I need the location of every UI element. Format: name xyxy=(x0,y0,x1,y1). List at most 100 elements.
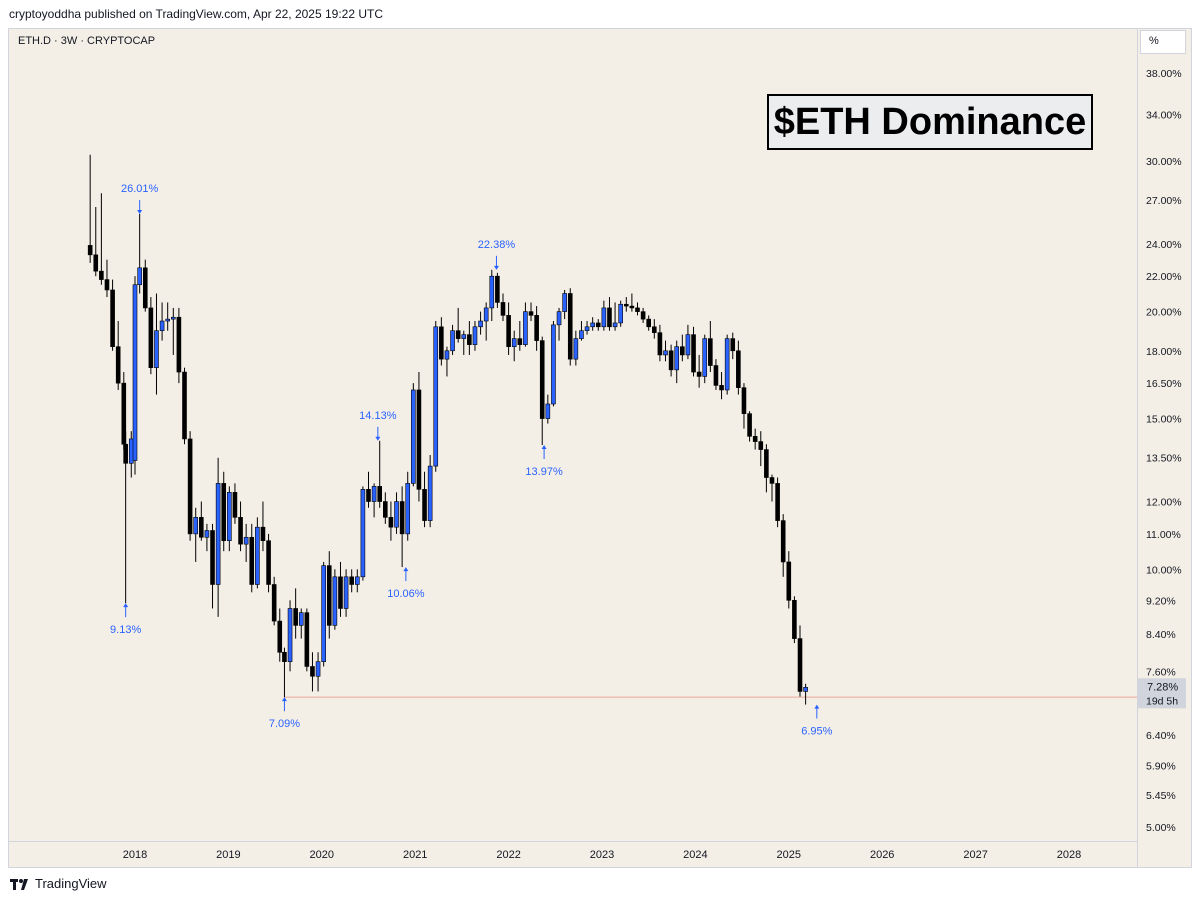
chart-title: $ETH Dominance xyxy=(767,94,1093,150)
current-price-box xyxy=(1138,678,1186,709)
annotation-label: 7.09% xyxy=(269,718,300,730)
candle-down xyxy=(99,270,104,280)
candle-down xyxy=(539,340,545,419)
candle-down xyxy=(752,436,758,442)
candle-down xyxy=(439,326,444,360)
candle-down xyxy=(534,315,539,341)
annotation-arrow xyxy=(403,567,409,572)
candle-down xyxy=(326,565,332,626)
candle-down xyxy=(266,540,271,585)
y-tick-label: 6.40% xyxy=(1146,730,1176,742)
y-tick-label: 5.90% xyxy=(1146,760,1176,772)
candle-down xyxy=(495,275,500,303)
candle-up xyxy=(204,530,210,538)
candle-up xyxy=(394,501,399,528)
symbol-legend[interactable]: ETH.D · 3W · CRYPTOCAP xyxy=(18,35,156,47)
chart-pane[interactable] xyxy=(8,28,1192,868)
candle-down xyxy=(277,620,283,653)
candle-down xyxy=(769,477,775,484)
publication-line: cryptoyoddha published on TradingView.co… xyxy=(9,7,384,21)
x-tick-label: 2025 xyxy=(777,849,801,861)
candle-up xyxy=(444,350,450,360)
scale-unit-box[interactable]: % xyxy=(1140,30,1186,54)
candle-up xyxy=(332,576,338,626)
annotation-arrow xyxy=(814,704,820,709)
y-tick-label: 5.45% xyxy=(1146,790,1176,802)
candle-up xyxy=(612,322,618,328)
footer-branding[interactable]: TradingView xyxy=(10,876,107,891)
candle-up xyxy=(674,346,680,371)
candle-down xyxy=(388,517,394,528)
candle-down xyxy=(786,561,792,601)
candle-up xyxy=(321,565,326,662)
candle-up xyxy=(584,326,590,331)
candle-down xyxy=(517,338,523,345)
candle-down xyxy=(115,346,121,384)
annotation-label: 6.95% xyxy=(801,726,832,738)
candle-down xyxy=(282,651,287,662)
candle-down xyxy=(377,486,383,502)
candle-down xyxy=(293,608,298,626)
candle-down xyxy=(595,322,601,328)
candle-up xyxy=(483,307,489,322)
y-tick-label: 27.00% xyxy=(1146,195,1182,207)
current-price-label: 7.28% xyxy=(1147,681,1178,693)
candle-down xyxy=(646,318,652,328)
candle-down xyxy=(93,254,99,272)
y-tick-label: 15.00% xyxy=(1146,414,1182,426)
y-tick-label: 9.20% xyxy=(1146,595,1176,607)
candle-up xyxy=(511,338,517,347)
x-tick-label: 2027 xyxy=(963,849,987,861)
candle-down xyxy=(607,307,612,328)
candle-up xyxy=(685,334,691,356)
annotation-label: 14.13% xyxy=(359,410,397,422)
candle-down xyxy=(399,501,405,535)
candle-up xyxy=(724,338,730,391)
candle-down xyxy=(668,350,674,371)
annotation-arrow xyxy=(541,445,547,450)
candle-down xyxy=(199,517,204,538)
candle-up xyxy=(411,389,416,484)
candle-up xyxy=(154,330,159,368)
y-tick-label: 24.00% xyxy=(1146,239,1182,251)
candle-down xyxy=(104,279,110,291)
y-tick-label: 13.50% xyxy=(1146,453,1182,465)
candle-down xyxy=(719,385,724,391)
candle-up xyxy=(170,316,176,320)
countdown-label: 19d 5h xyxy=(1146,695,1178,707)
candle-up xyxy=(545,403,551,419)
candle-down xyxy=(708,338,713,366)
candle-down xyxy=(366,489,371,502)
candle-up xyxy=(298,612,304,626)
y-tick-label: 12.00% xyxy=(1146,497,1182,509)
candle-down xyxy=(338,576,343,609)
candle-down xyxy=(304,612,310,667)
candle-down xyxy=(271,584,277,622)
candle-up xyxy=(227,492,232,541)
x-tick-label: 2024 xyxy=(683,849,707,861)
candle-up xyxy=(601,307,607,328)
candle-down xyxy=(210,530,215,585)
candle-up xyxy=(618,303,623,324)
candle-up xyxy=(427,465,433,521)
candle-up xyxy=(287,608,293,662)
candle-down xyxy=(680,346,685,356)
annotation-arrow xyxy=(123,603,129,608)
candle-up xyxy=(573,338,579,360)
candle-up xyxy=(128,438,134,464)
candle-up xyxy=(255,526,260,585)
y-tick-label: 20.00% xyxy=(1146,307,1182,319)
candle-down xyxy=(775,483,780,521)
candle-down xyxy=(730,338,736,352)
x-tick-label: 2022 xyxy=(496,849,520,861)
candle-down xyxy=(148,307,154,368)
x-tick-label: 2021 xyxy=(403,849,427,861)
candle-up xyxy=(478,320,483,328)
candle-down xyxy=(142,267,148,309)
y-tick-label: 11.00% xyxy=(1146,529,1181,541)
annotation-label: 13.97% xyxy=(525,466,563,478)
candle-down xyxy=(657,332,663,356)
y-tick-label: 10.00% xyxy=(1146,564,1182,576)
candle-up xyxy=(215,483,221,585)
